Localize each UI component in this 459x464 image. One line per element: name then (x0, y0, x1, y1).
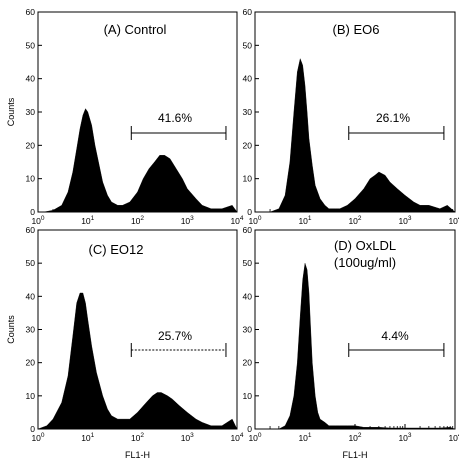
panel-title: (C) EO12 (89, 242, 144, 257)
y-axis-label: Counts (6, 315, 16, 344)
gate-percentage: 4.4% (381, 329, 409, 343)
x-tick-label: 104 (230, 215, 243, 226)
y-tick-label: 10 (26, 391, 36, 401)
x-tick-label: 100 (248, 432, 261, 443)
panel-title: (A) Control (104, 22, 167, 37)
x-tick-label: 100 (31, 215, 44, 226)
y-tick-label: 40 (243, 74, 253, 84)
y-tick-label: 0 (247, 207, 252, 217)
panel-title: (D) OxLDL (334, 238, 396, 253)
y-tick-label: 60 (243, 225, 253, 235)
histogram-series (43, 108, 238, 213)
x-tick-label: 103 (181, 215, 194, 226)
panel-0: 0 10 20 30 40 50 60 100 101 102 103 104 (A) Control 4… (6, 7, 244, 226)
x-tick-label: 100 (248, 215, 261, 226)
gate-percentage: 41.6% (158, 111, 192, 125)
y-tick-label: 40 (26, 74, 36, 84)
x-tick-label: 103 (398, 432, 411, 443)
y-axis-label: Counts (6, 97, 16, 126)
y-tick-label: 40 (26, 291, 36, 301)
y-tick-label: 20 (26, 140, 36, 150)
x-tick-label: 101 (298, 215, 311, 226)
y-tick-label: 0 (30, 424, 35, 434)
x-tick-label: 102 (131, 215, 144, 226)
panel-3: 0 10 20 30 40 50 60 100 101 102 103 104 (D) OxLDL (10… (243, 225, 459, 460)
gate-percentage: 25.7% (158, 329, 192, 343)
y-tick-label: 30 (243, 325, 253, 335)
panel-2: 0 10 20 30 40 50 60 100 101 102 103 104 (C) EO12 25.7… (6, 225, 244, 460)
y-tick-label: 20 (243, 358, 253, 368)
y-tick-label: 60 (26, 7, 36, 17)
x-tick-label: 104 (230, 432, 243, 443)
panel-1: 0 10 20 30 40 50 60 100 101 102 103 104 (B) EO6 26.1% (243, 7, 459, 226)
y-tick-label: 10 (243, 174, 253, 184)
histogram-series (270, 57, 456, 213)
x-tick-label: 104 (448, 215, 459, 226)
x-tick-label: 101 (81, 432, 94, 443)
x-axis-label: FL1-H (342, 450, 367, 460)
histogram-series (37, 292, 238, 430)
x-tick-label: 100 (31, 432, 44, 443)
x-tick-label: 102 (131, 432, 144, 443)
plot-frame (37, 11, 238, 213)
x-tick-label: 103 (398, 215, 411, 226)
y-tick-label: 60 (26, 225, 36, 235)
y-tick-label: 0 (247, 424, 252, 434)
y-tick-label: 30 (243, 107, 253, 117)
x-tick-label: 101 (298, 432, 311, 443)
y-tick-label: 20 (26, 358, 36, 368)
y-tick-label: 50 (26, 40, 36, 50)
y-tick-label: 10 (243, 391, 253, 401)
histogram-series (278, 263, 456, 430)
y-tick-label: 50 (243, 40, 253, 50)
y-tick-label: 0 (30, 207, 35, 217)
y-tick-label: 50 (243, 258, 253, 268)
x-tick-label: 101 (81, 215, 94, 226)
panel-title: (B) EO6 (333, 22, 380, 37)
y-tick-label: 10 (26, 174, 36, 184)
y-tick-label: 20 (243, 140, 253, 150)
y-tick-label: 30 (26, 107, 36, 117)
x-tick-label: 102 (348, 215, 361, 226)
plot-frame (254, 11, 456, 213)
x-tick-label: 103 (181, 432, 194, 443)
y-tick-label: 30 (26, 325, 36, 335)
gate-percentage: 26.1% (376, 111, 410, 125)
x-axis-label: FL1-H (125, 450, 150, 460)
y-tick-label: 40 (243, 291, 253, 301)
x-tick-label: 102 (348, 432, 361, 443)
y-tick-label: 60 (243, 7, 253, 17)
y-tick-label: 50 (26, 258, 36, 268)
x-tick-label: 104 (448, 432, 459, 443)
panel-subtitle: (100ug/ml) (334, 255, 396, 270)
